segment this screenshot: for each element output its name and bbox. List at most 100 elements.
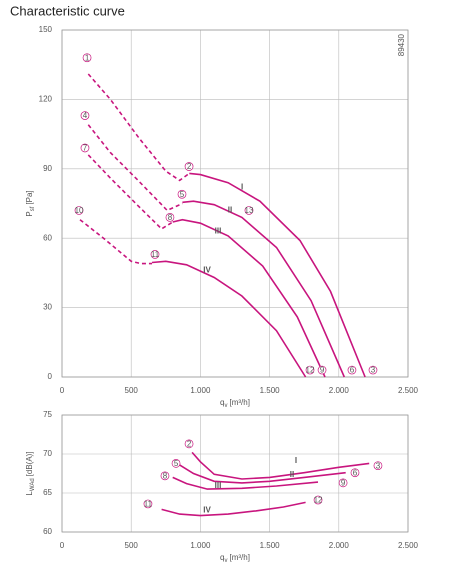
point-number: 2 [187,439,192,448]
point-number: 8 [168,213,173,222]
y-label-sub: WAd [30,478,36,491]
x-tick-label: 500 [125,386,139,395]
x-tick-label: 1.500 [260,541,281,550]
curve [87,124,183,212]
y-axis-label: LWAd [dB(A)] [25,451,35,495]
curve [87,154,174,230]
point-marker [317,365,327,375]
y-label-main: P [25,211,34,216]
x-label-sub: v [225,403,228,409]
x-tick-label: 500 [125,541,139,550]
point-marker [80,111,90,120]
chart-title: Characteristic curve [10,3,125,18]
x-tick-label: 2.500 [398,386,419,395]
point-number: 12 [306,366,315,375]
x-tick-label: 2.000 [329,386,350,395]
curve [179,464,346,484]
point-marker [347,365,357,375]
point-number: 3 [371,366,376,375]
x-label-main: q [220,398,224,407]
point-number: 8 [163,471,168,480]
point-marker [160,471,170,481]
point-number: 13 [245,206,254,215]
x-label-sub: v [225,558,228,564]
curve [182,200,346,378]
y-label-main: L [25,491,34,496]
point-marker [368,365,378,375]
y-tick-label: 30 [43,303,52,312]
curve-label: III [215,226,222,235]
y-tick-label: 60 [43,527,52,536]
point-number: 2 [187,162,192,171]
point-number: 5 [174,459,179,468]
y-tick-label: 75 [43,410,52,419]
curve [79,219,152,265]
point-marker [313,495,323,505]
point-number: 9 [320,366,325,375]
point-marker [143,499,153,509]
curve-label: IV [203,505,211,514]
point-marker [74,206,84,215]
point-marker [338,478,348,488]
x-tick-label: 1.500 [260,386,281,395]
x-tick-label: 0 [60,386,65,395]
x-tick-label: 2.000 [329,541,350,550]
curve [151,260,307,378]
point-number: 10 [75,206,84,215]
x-label-main: q [220,553,224,562]
curve [161,501,306,517]
y-tick-label: 150 [39,25,53,34]
point-marker [184,162,194,171]
y-tick-label: 70 [43,449,52,458]
x-axis-label: qv [m³/h] [220,553,250,563]
y-tick-label: 60 [43,233,52,242]
y-label-unit: [dB(A)] [25,451,34,476]
point-marker [244,206,254,215]
y-tick-label: 0 [48,372,53,381]
y-label-sub: sf [30,206,36,211]
figure-number: 89430 [397,33,406,56]
point-marker [305,365,315,375]
x-label-unit: [m³/h] [230,398,250,407]
point-number: 5 [180,190,185,199]
point-marker [171,459,181,468]
y-tick-label: 65 [43,488,52,497]
x-axis-label: qv [m³/h] [220,398,250,408]
x-tick-label: 0 [60,541,65,550]
point-number: 3 [376,461,381,470]
curve-label: II [228,206,232,215]
point-marker [184,439,194,449]
x-tick-label: 2.500 [398,541,419,550]
curve-label: I [295,456,297,465]
curve [87,73,190,182]
point-number: 12 [314,496,323,505]
y-tick-label: 120 [39,95,53,104]
point-number: 11 [144,500,153,509]
curve-label: II [290,470,294,479]
curve [191,451,370,480]
curve-label: III [215,481,222,490]
point-marker [150,250,160,259]
point-number: 6 [350,366,355,375]
curve [189,172,366,378]
curve-label: I [241,182,243,191]
point-number: 11 [151,250,160,259]
x-tick-label: 1.000 [190,541,211,550]
curve [172,476,319,490]
x-tick-label: 1.000 [190,386,211,395]
point-number: 1 [85,53,90,62]
point-number: 4 [83,111,88,120]
plot-frame [61,414,409,533]
y-axis-label: Psf [Pa] [25,190,35,216]
point-marker [373,461,383,471]
point-marker [350,468,360,478]
point-marker [165,213,175,222]
point-marker [177,189,187,199]
point-number: 9 [341,478,346,487]
plot-frame [61,29,409,378]
curve-label: IV [203,266,211,275]
point-number: 6 [353,468,358,477]
point-marker [80,143,90,153]
point-marker [82,53,92,63]
